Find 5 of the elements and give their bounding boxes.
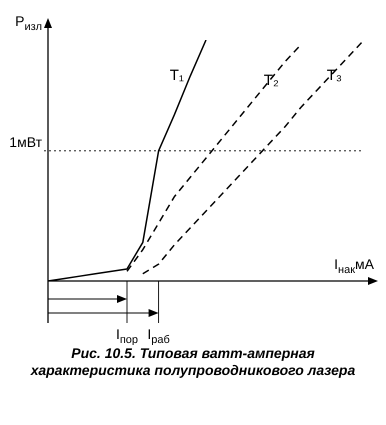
series-label: T₁ — [170, 67, 184, 84]
text: Рис. 10.5. Типовая ватт-амперная характеристика полупроводникового лазера — [29, 345, 356, 379]
ref-line-label: 1мВт — [9, 134, 43, 150]
series-label: T₃ — [326, 67, 342, 84]
series-label: T₂ — [264, 72, 279, 89]
